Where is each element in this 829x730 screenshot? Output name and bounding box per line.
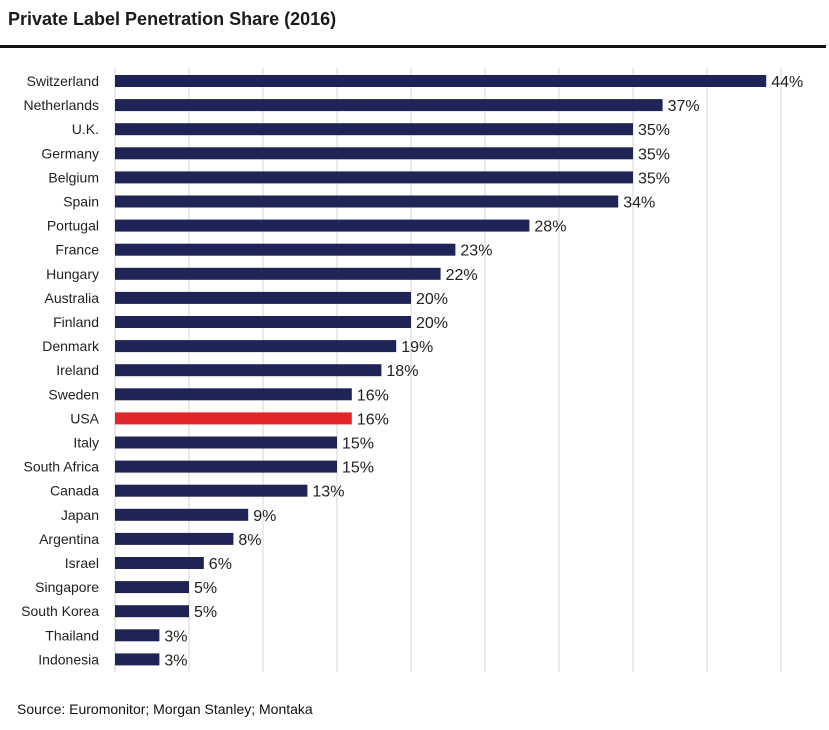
value-label-south-africa: 15% xyxy=(342,460,374,477)
value-label-switzerland: 44% xyxy=(771,74,803,91)
value-label-spain: 34% xyxy=(623,195,655,212)
value-labels: 44% 37% 35% 35% 35% 34% 28% 23% 22% 20% 20% 19% 18% 1… xyxy=(164,74,803,669)
value-label-sweden: 16% xyxy=(357,387,389,404)
value-label-israel: 6% xyxy=(209,556,232,573)
bar-south-korea xyxy=(115,605,189,618)
bar-thailand xyxy=(115,629,160,642)
category-label-italy: Italy xyxy=(73,435,99,451)
bar-chart: Switzerland Netherlands U.K. Germany Belgium… xyxy=(21,68,803,672)
category-label-switzerland: Switzerland xyxy=(27,73,99,89)
category-label-israel: Israel xyxy=(65,555,99,571)
category-label-south-africa: South Africa xyxy=(24,459,100,475)
category-label-canada: Canada xyxy=(50,483,99,499)
bar-argentina xyxy=(115,532,234,545)
bar-israel xyxy=(115,557,204,569)
category-label-u-k: U.K. xyxy=(72,121,99,137)
category-label-france: France xyxy=(55,242,99,258)
value-label-australia: 20% xyxy=(416,291,448,308)
value-label-indonesia: 3% xyxy=(164,652,187,669)
category-label-spain: Spain xyxy=(63,194,99,210)
value-label-france: 23% xyxy=(460,243,492,260)
bar-australia xyxy=(115,291,411,304)
value-label-germany: 35% xyxy=(638,146,670,163)
value-label-canada: 13% xyxy=(312,484,344,501)
category-label-usa: USA xyxy=(70,410,99,426)
bar-sweden xyxy=(115,388,352,401)
value-label-denmark: 19% xyxy=(401,339,433,356)
category-label-south-korea: South Korea xyxy=(21,603,99,619)
bar-italy xyxy=(115,436,337,449)
category-label-portugal: Portugal xyxy=(47,218,99,234)
category-label-ireland: Ireland xyxy=(56,362,99,378)
chart-title: Private Label Penetration Share (2016) xyxy=(8,9,337,29)
bar-netherlands xyxy=(115,99,663,112)
category-label-thailand: Thailand xyxy=(45,627,99,643)
value-label-usa: 16% xyxy=(357,411,389,428)
bar-portugal xyxy=(115,219,530,232)
bar-belgium xyxy=(115,171,633,184)
bar-usa xyxy=(115,412,352,425)
value-label-south-korea: 5% xyxy=(194,604,217,621)
bar-canada xyxy=(115,484,308,497)
value-label-netherlands: 37% xyxy=(668,98,700,115)
category-label-denmark: Denmark xyxy=(42,338,100,354)
bar-japan xyxy=(115,508,249,521)
bar-south-africa xyxy=(115,460,337,473)
category-labels: Switzerland Netherlands U.K. Germany Belgium… xyxy=(21,73,100,667)
value-label-finland: 20% xyxy=(416,315,448,332)
bar-u-k xyxy=(115,123,633,136)
value-label-japan: 9% xyxy=(253,508,276,525)
value-label-ireland: 18% xyxy=(386,363,418,380)
bar-spain xyxy=(115,195,619,208)
bar-switzerland xyxy=(115,75,767,87)
value-label-u-k: 35% xyxy=(638,122,670,139)
source-note: Source: Euromonitor; Morgan Stanley; Mon… xyxy=(17,701,313,717)
bar-denmark xyxy=(115,340,397,353)
category-label-singapore: Singapore xyxy=(35,579,99,595)
category-label-netherlands: Netherlands xyxy=(24,97,100,113)
category-label-germany: Germany xyxy=(41,145,99,161)
value-label-italy: 15% xyxy=(342,436,374,453)
bar-finland xyxy=(115,316,411,328)
category-label-australia: Australia xyxy=(45,290,100,306)
value-label-belgium: 35% xyxy=(638,170,670,187)
value-label-portugal: 28% xyxy=(534,219,566,236)
value-label-argentina: 8% xyxy=(238,532,261,549)
category-label-belgium: Belgium xyxy=(48,169,99,185)
category-label-japan: Japan xyxy=(61,507,99,523)
bar-singapore xyxy=(115,581,189,594)
category-label-sweden: Sweden xyxy=(48,386,99,402)
value-label-hungary: 22% xyxy=(446,267,478,284)
bar-germany xyxy=(115,147,633,160)
bar-indonesia xyxy=(115,653,160,666)
category-label-hungary: Hungary xyxy=(46,266,99,282)
bar-france xyxy=(115,243,456,256)
value-label-singapore: 5% xyxy=(194,580,217,597)
bar-hungary xyxy=(115,267,441,280)
title-divider xyxy=(0,45,826,48)
category-label-indonesia: Indonesia xyxy=(38,651,99,667)
value-label-thailand: 3% xyxy=(164,628,187,645)
bar-ireland xyxy=(115,364,382,377)
category-label-finland: Finland xyxy=(53,314,99,330)
category-label-argentina: Argentina xyxy=(39,531,99,547)
bars xyxy=(115,75,767,666)
